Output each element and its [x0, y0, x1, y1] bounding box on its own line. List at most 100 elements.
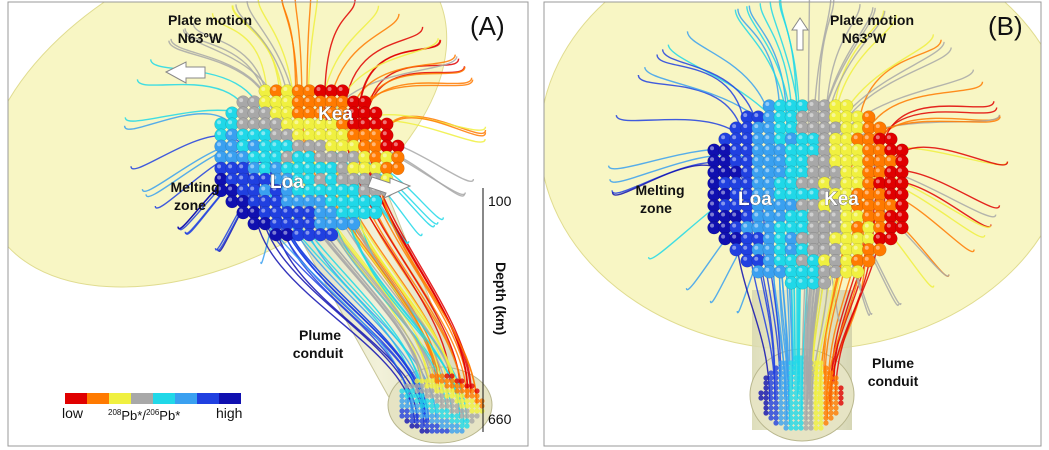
sphere [798, 390, 803, 395]
sphere-highlight [721, 235, 725, 239]
sphere [788, 400, 793, 405]
sphere-highlight [810, 102, 814, 106]
sphere [758, 395, 763, 400]
sphere-highlight [350, 153, 354, 157]
sphere [808, 375, 813, 380]
sphere-highlight [887, 224, 891, 228]
sphere [818, 360, 823, 365]
sphere-highlight [743, 157, 747, 161]
sphere-highlight [798, 168, 802, 172]
sphere [444, 388, 449, 393]
sphere-highlight [843, 268, 847, 272]
sphere [818, 385, 823, 390]
sphere-highlight [787, 279, 791, 283]
sphere-highlight [821, 213, 825, 217]
sphere-highlight [821, 279, 825, 283]
sphere [439, 413, 444, 418]
sphere-highlight [787, 179, 791, 183]
sphere [444, 413, 449, 418]
sphere-highlight [876, 124, 880, 128]
sphere [768, 405, 773, 410]
sphere-highlight [250, 164, 254, 168]
sphere [773, 405, 778, 410]
sphere-highlight [283, 209, 287, 213]
sphere [399, 413, 404, 418]
sphere [459, 408, 464, 413]
sphere-highlight [810, 157, 814, 161]
sphere-highlight [272, 131, 276, 135]
sphere-highlight [821, 257, 825, 261]
sphere-highlight [361, 98, 365, 102]
sphere-highlight [765, 224, 769, 228]
sphere-highlight [898, 190, 902, 194]
sphere-highlight [721, 224, 725, 228]
sphere [404, 398, 409, 403]
sphere [778, 410, 783, 415]
sphere [803, 380, 808, 385]
sphere [454, 413, 459, 418]
sphere-highlight [372, 164, 376, 168]
sphere-highlight [250, 209, 254, 213]
sphere-highlight [721, 190, 725, 194]
sphere [798, 395, 803, 400]
sphere-highlight [372, 142, 376, 146]
sphere-highlight [787, 257, 791, 261]
sphere [454, 388, 459, 393]
sphere [803, 370, 808, 375]
sphere-highlight [821, 157, 825, 161]
sphere [768, 400, 773, 405]
sphere-highlight [317, 131, 321, 135]
sphere [783, 380, 788, 385]
sphere-highlight [305, 198, 309, 202]
sphere-highlight [810, 257, 814, 261]
sphere-highlight [776, 257, 780, 261]
sphere [429, 373, 434, 378]
sphere [808, 390, 813, 395]
sphere-highlight [283, 142, 287, 146]
sphere-highlight [810, 135, 814, 139]
sphere [439, 373, 444, 378]
sphere-highlight [754, 124, 758, 128]
sphere [788, 395, 793, 400]
sphere-highlight [865, 235, 869, 239]
sphere-highlight [732, 190, 736, 194]
sphere-highlight [228, 109, 232, 113]
sphere [434, 378, 439, 383]
sphere-highlight [898, 213, 902, 217]
sphere [813, 390, 818, 395]
sphere-highlight [294, 142, 298, 146]
sphere-highlight [776, 268, 780, 272]
sphere [414, 378, 419, 383]
sphere-highlight [261, 164, 265, 168]
sphere-highlight [272, 231, 276, 235]
sphere-highlight [361, 131, 365, 135]
sphere-highlight [710, 213, 714, 217]
sphere-highlight [743, 135, 747, 139]
sphere-highlight [339, 87, 343, 91]
sphere [813, 425, 818, 430]
sphere-highlight [283, 164, 287, 168]
sphere [818, 400, 823, 405]
sphere-highlight [798, 268, 802, 272]
sphere [773, 375, 778, 380]
sphere [813, 360, 818, 365]
sphere-highlight [865, 135, 869, 139]
sphere [823, 395, 828, 400]
sphere-highlight [305, 187, 309, 191]
sphere [419, 403, 424, 408]
sphere [459, 378, 464, 383]
sphere-highlight [294, 120, 298, 124]
sphere-highlight [776, 102, 780, 106]
sphere-highlight [339, 175, 343, 179]
sphere [808, 370, 813, 375]
sphere [803, 395, 808, 400]
sphere-highlight [305, 231, 309, 235]
sphere-highlight [350, 98, 354, 102]
axis-label: 660 [488, 411, 512, 427]
sphere-highlight [765, 113, 769, 117]
sphere [434, 393, 439, 398]
sphere-highlight [787, 268, 791, 272]
sphere-highlight [865, 124, 869, 128]
superscript: 208 [108, 408, 122, 417]
sphere-highlight [328, 187, 332, 191]
